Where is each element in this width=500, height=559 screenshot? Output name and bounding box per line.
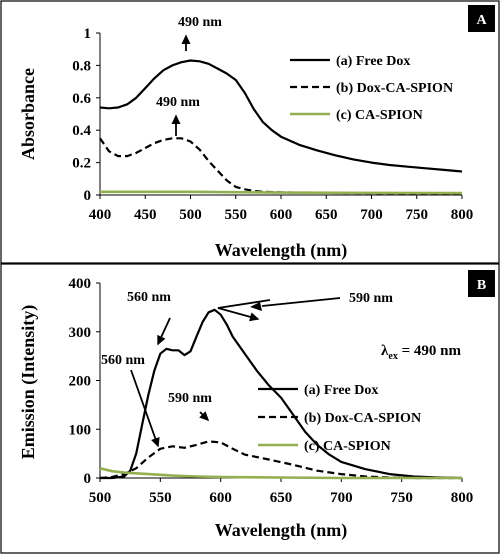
y-tick-label: 0.4 <box>72 123 91 139</box>
panel-a-ylabel: Absorbance <box>18 68 38 160</box>
series-line-1 <box>100 308 463 480</box>
legend-label-2: (b) Dox-CA-SPION <box>304 411 421 426</box>
series-line-3 <box>99 467 462 480</box>
legend-label-3: (c) CA-SPION <box>304 439 391 454</box>
x-tick-label: 650 <box>270 490 293 506</box>
legend-label-1: (a) Free Dox <box>336 54 410 69</box>
panel-b-frame <box>0 263 500 554</box>
annotation-arrowhead-1 <box>181 34 191 44</box>
annotation-label-1: 560 nm <box>127 290 171 305</box>
x-tick-label: 700 <box>360 207 383 223</box>
series-line-3 <box>100 190 463 195</box>
panel-b-xlabel: Wavelength (nm) <box>215 520 348 541</box>
annotation-arrowhead-1 <box>157 334 166 346</box>
annotation-label-2: 560 nm <box>101 353 145 368</box>
y-tick-label: 0.8 <box>72 58 91 74</box>
x-tick-label: 500 <box>179 207 202 223</box>
panel-b: B Wavelength (nm) Emission (Intensity) λ… <box>18 270 495 541</box>
x-tick-label: 550 <box>149 490 172 506</box>
y-tick-label: 0.6 <box>72 91 91 107</box>
x-tick-label: 800 <box>451 490 474 506</box>
panel-a-legend: (a) Free Dox (b) Dox-CA-SPION (c) CA-SPION <box>290 54 453 123</box>
x-tick-label: 450 <box>134 207 157 223</box>
annotation-arrowhead-4 <box>199 411 210 422</box>
annotation-label-3: 590 nm <box>349 291 393 306</box>
y-tick-label: 1 <box>84 26 92 42</box>
panel-b-legend: (a) Free Dox (b) Dox-CA-SPION (c) CA-SPION <box>258 383 421 454</box>
x-tick-label: 550 <box>225 207 248 223</box>
annotation-arrow-2 <box>130 369 159 447</box>
x-tick-label: 500 <box>89 490 112 506</box>
legend-label-1: (a) Free Dox <box>304 383 378 398</box>
annotation-label-1: 490 nm <box>178 15 222 30</box>
x-tick-label: 600 <box>209 490 232 506</box>
series-line-1 <box>99 59 463 173</box>
panel-b-series <box>99 308 463 480</box>
annotation-arrowhead-3 <box>249 312 260 322</box>
panel-b-annotations: 560 nm 560 nm 590 nm 590 nm <box>101 290 393 448</box>
annotation-arrowhead-2 <box>151 437 160 448</box>
panel-b-badge <box>468 270 495 297</box>
x-tick-label: 800 <box>451 207 474 223</box>
annotation-arrow-590-peak <box>261 297 341 307</box>
panel-a-badge-label: A <box>476 13 487 28</box>
excitation-lambda: λ <box>381 343 389 359</box>
panel-a-frame <box>0 0 500 264</box>
excitation-label: λex = 490 nm <box>381 343 461 362</box>
annotation-label-2: 490 nm <box>156 95 200 110</box>
panel-b-ylabel: Emission (Intensity) <box>18 305 39 460</box>
y-tick-label: 0.2 <box>72 156 91 172</box>
y-tick-label: 0 <box>84 471 92 487</box>
x-tick-label: 750 <box>406 207 429 223</box>
annotation-arrowhead-2 <box>171 114 181 124</box>
panel-a-xlabel: Wavelength (nm) <box>215 240 348 261</box>
excitation-value: = 490 nm <box>398 343 462 359</box>
y-tick-label: 100 <box>69 422 92 438</box>
annotation-label-4: 590 nm <box>168 391 212 406</box>
panel-a-series <box>99 59 463 195</box>
panel-a-axes: 400 450 500 550 600 650 700 750 800 0 0.2 0.4 0.6 0.8… <box>72 26 473 223</box>
excitation-subscript: ex <box>388 351 397 362</box>
y-tick-label: 200 <box>69 374 92 390</box>
x-tick-label: 700 <box>330 490 353 506</box>
x-tick-label: 650 <box>315 207 338 223</box>
panel-a: A Wavelength (nm) Absorbance 400 450 500 55… <box>18 5 495 261</box>
panel-a-annotations: 490 nm 490 nm <box>156 15 222 136</box>
legend-label-3: (c) CA-SPION <box>336 108 423 123</box>
y-tick-label: 0 <box>84 188 92 204</box>
annotation-arrow-3 <box>217 299 271 320</box>
x-tick-label: 600 <box>270 207 293 223</box>
y-tick-label: 400 <box>69 276 92 292</box>
panel-a-badge <box>468 5 495 32</box>
x-tick-label: 750 <box>390 490 413 506</box>
annotation-arrowhead-590-peak <box>250 302 262 311</box>
panel-b-badge-label: B <box>477 278 486 293</box>
y-tick-label: 300 <box>69 325 92 341</box>
legend-label-2: (b) Dox-CA-SPION <box>336 81 453 96</box>
x-tick-label: 400 <box>89 207 112 223</box>
panel-b-axes: 500 550 600 650 700 750 800 0 100 200 300 400 <box>69 276 474 506</box>
